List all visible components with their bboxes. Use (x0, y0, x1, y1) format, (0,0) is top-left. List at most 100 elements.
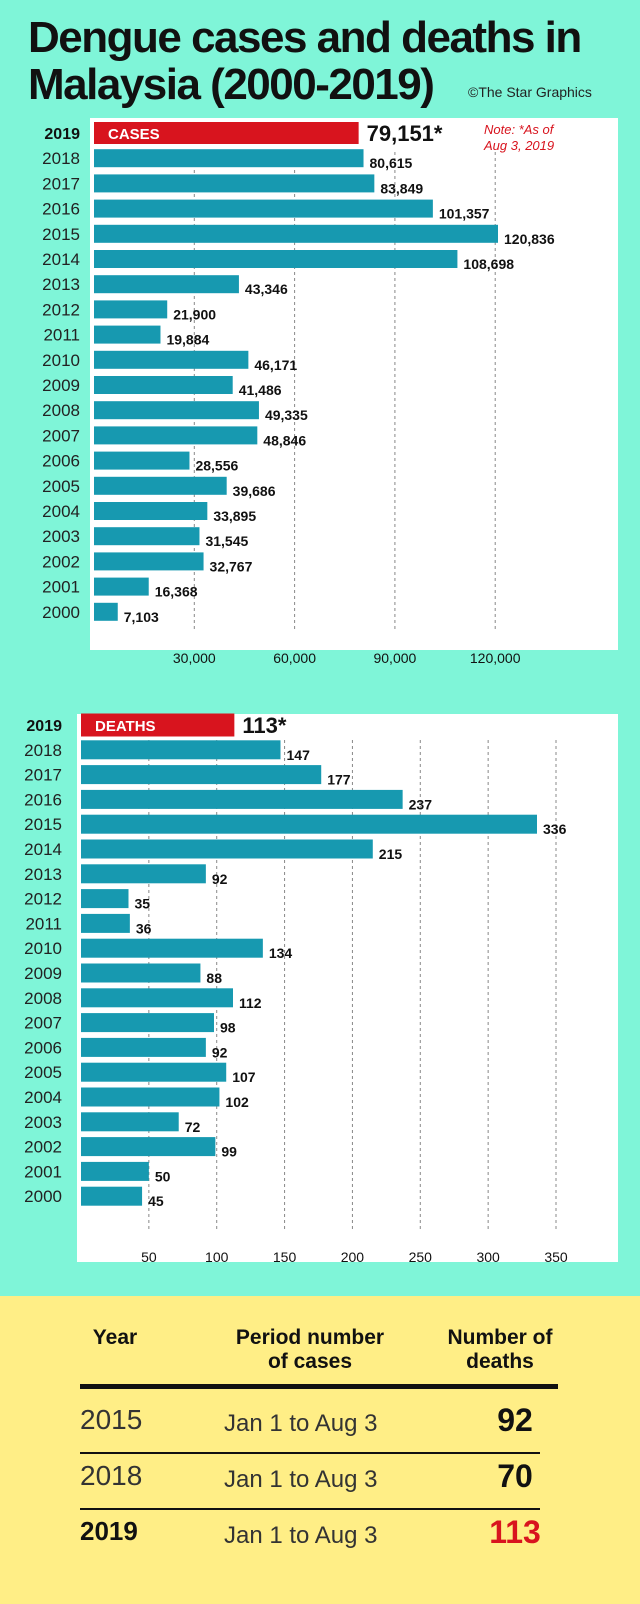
bar (94, 199, 433, 218)
table-header-period: Period number of cases (235, 1326, 385, 1373)
data-label: 336 (543, 821, 567, 837)
data-label: 98 (220, 1020, 236, 1036)
y-tick-label: 2016 (42, 200, 80, 219)
data-label: 108,698 (463, 256, 514, 272)
bar (81, 740, 281, 760)
note-text: Aug 3, 2019 (483, 138, 554, 153)
bar (94, 401, 259, 420)
data-label: 21,900 (173, 306, 216, 322)
y-tick-label: 2017 (24, 766, 62, 785)
bar (94, 376, 233, 394)
data-label: 134 (269, 945, 293, 961)
bar (94, 174, 375, 193)
bar (94, 552, 204, 571)
y-tick-label: 2019 (44, 126, 80, 143)
bar (94, 426, 258, 445)
y-tick-label: 2013 (24, 865, 62, 884)
data-label: 46,171 (254, 357, 297, 373)
y-tick-label: 2011 (43, 326, 80, 345)
series-header: CASES (108, 126, 160, 143)
data-label: 32,767 (210, 558, 253, 574)
bar (81, 1186, 143, 1206)
y-tick-label: 2016 (24, 790, 62, 809)
bar (81, 938, 263, 958)
table-cell-period: Jan 1 to Aug 3 (224, 1522, 378, 1549)
bar (94, 149, 364, 168)
bar (94, 250, 458, 268)
y-tick-label: 2001 (24, 1162, 62, 1181)
data-label: 28,556 (195, 458, 238, 474)
y-tick-label: 2012 (42, 300, 80, 319)
x-tick-label: 60,000 (273, 650, 316, 666)
cases-chart: 30,000 60,000 90,000 120,000 2019 CASES 79,151… (42, 121, 555, 666)
data-label: 147 (287, 747, 311, 763)
y-tick-label: 2002 (24, 1138, 62, 1157)
y-tick-label: 2015 (42, 225, 80, 244)
data-label: 215 (379, 846, 403, 862)
table-row-rule (80, 1452, 540, 1454)
data-label: 16,368 (155, 584, 198, 600)
data-label: 19,884 (166, 332, 209, 348)
table-header-deaths: Number of deaths (447, 1326, 553, 1373)
data-label: 120,836 (504, 231, 555, 247)
x-tick-label: 200 (341, 1249, 365, 1265)
y-tick-label: 2009 (42, 376, 80, 395)
y-tick-label: 2000 (24, 1187, 62, 1206)
table-cell-deaths: 92 (497, 1402, 533, 1438)
data-label: 45 (148, 1193, 164, 1209)
table-cell-year: 2018 (80, 1460, 143, 1491)
x-tick-label: 350 (544, 1249, 568, 1265)
data-label: 43,346 (245, 281, 288, 297)
y-tick-label: 2004 (24, 1088, 62, 1107)
bar (81, 1013, 214, 1033)
data-label: 31,545 (205, 533, 248, 549)
x-tick-label: 150 (273, 1249, 297, 1265)
bar (81, 839, 373, 859)
data-label: 35 (135, 896, 151, 912)
bar (94, 502, 208, 520)
bar (81, 789, 403, 809)
y-tick-label: 2019 (26, 718, 62, 735)
y-tick-label: 2010 (24, 939, 62, 958)
x-tick-label: 50 (141, 1249, 157, 1265)
bar (94, 602, 118, 621)
data-label: 7,103 (124, 609, 159, 625)
y-tick-label: 2003 (24, 1113, 62, 1132)
data-label: 49,335 (265, 407, 308, 423)
data-label: 237 (409, 796, 433, 812)
y-tick-label: 2007 (24, 1014, 62, 1033)
x-tick-label: 30,000 (173, 650, 216, 666)
summary-table: Year Period number of cases Number of de… (0, 1296, 640, 1604)
bar (81, 889, 129, 909)
bar-highlight (81, 713, 235, 737)
bar (81, 913, 130, 933)
data-label: 36 (136, 920, 152, 936)
y-tick-label: 2012 (24, 890, 62, 909)
note-text: Note: *As of (484, 122, 555, 137)
bar (81, 765, 322, 785)
bar (81, 1112, 179, 1132)
data-label: 33,895 (213, 508, 256, 524)
data-label: 41,486 (239, 382, 282, 398)
bar (94, 476, 227, 495)
bar (94, 350, 249, 369)
table-row-rule (80, 1508, 540, 1510)
data-label: 99 (221, 1144, 237, 1160)
y-tick-label: 2004 (42, 502, 80, 521)
y-tick-label: 2014 (42, 250, 80, 269)
y-tick-label: 2006 (24, 1038, 62, 1057)
bar (81, 1062, 227, 1082)
bar (81, 1037, 206, 1057)
data-label: 102 (225, 1094, 249, 1110)
y-tick-label: 2008 (24, 989, 62, 1008)
table-header-year: Year (92, 1326, 138, 1349)
data-label: 88 (206, 970, 222, 986)
data-label: 177 (327, 772, 351, 788)
data-label: 39,686 (233, 483, 276, 499)
bar-highlight (94, 122, 359, 144)
data-label: 92 (212, 871, 228, 887)
y-tick-label: 2005 (42, 477, 80, 496)
credit: ©The Star Graphics (468, 84, 592, 100)
table-header-rule (80, 1384, 558, 1389)
